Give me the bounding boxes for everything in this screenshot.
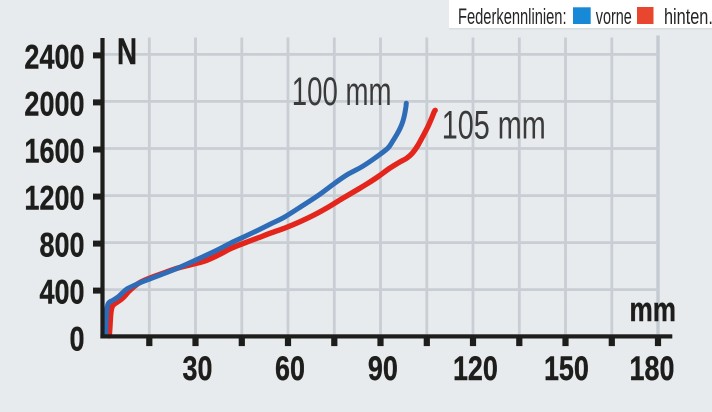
svg-text:hinten.: hinten. xyxy=(664,4,712,29)
svg-text:vorne: vorne xyxy=(596,4,632,29)
svg-text:60: 60 xyxy=(275,349,305,388)
svg-text:mm: mm xyxy=(629,292,676,329)
svg-text:800: 800 xyxy=(39,225,84,264)
svg-text:1600: 1600 xyxy=(24,131,84,170)
svg-text:2000: 2000 xyxy=(24,84,84,123)
svg-text:90: 90 xyxy=(368,349,398,388)
svg-text:105 mm: 105 mm xyxy=(442,103,546,148)
svg-text:120: 120 xyxy=(453,349,498,388)
svg-text:100 mm: 100 mm xyxy=(292,70,392,114)
svg-text:30: 30 xyxy=(183,349,213,388)
svg-text:N: N xyxy=(117,30,137,72)
svg-text:180: 180 xyxy=(630,349,675,388)
svg-text:2400: 2400 xyxy=(24,37,84,76)
svg-text:400: 400 xyxy=(39,272,84,311)
svg-text:Federkennlinien:: Federkennlinien: xyxy=(458,4,567,29)
svg-text:1200: 1200 xyxy=(24,178,84,217)
svg-text:0: 0 xyxy=(69,319,84,358)
svg-text:150: 150 xyxy=(544,349,589,388)
